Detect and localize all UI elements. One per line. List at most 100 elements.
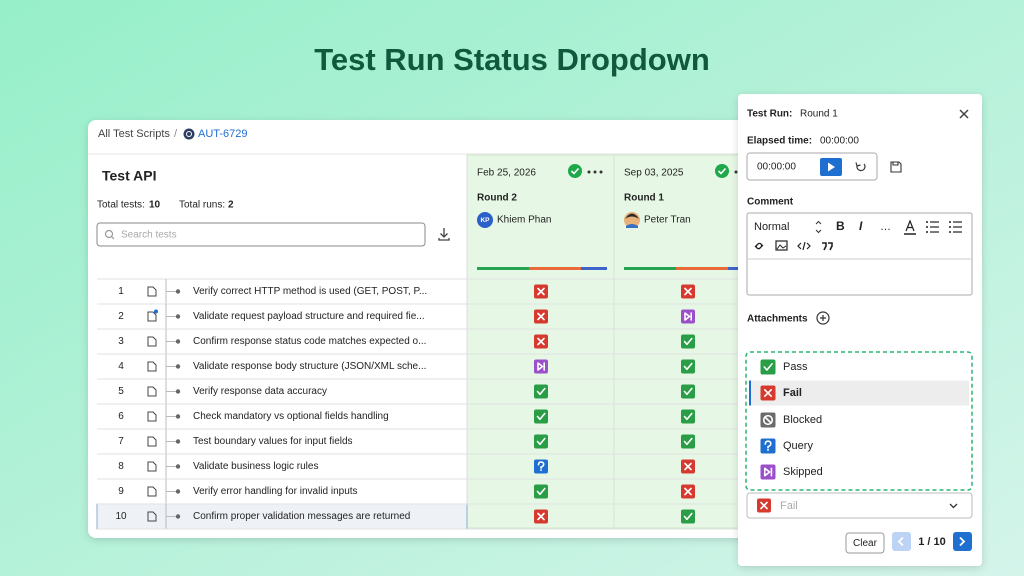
status-icon [534, 434, 548, 449]
status-glyph [536, 387, 546, 396]
color-button[interactable] [905, 219, 915, 232]
status-glyph [683, 362, 693, 371]
status-glyph [536, 437, 546, 446]
status-option[interactable]: Skipped [783, 466, 823, 478]
tree-dot [175, 439, 181, 444]
status-option[interactable]: Blocked [783, 414, 822, 426]
next-button[interactable] [953, 532, 972, 551]
test-title[interactable]: Verify response data accuracy [193, 386, 327, 397]
progress [676, 267, 728, 270]
avatar-initials: KP [480, 217, 490, 224]
test-title[interactable]: Validate request payload structure and r… [193, 311, 425, 322]
breadcrumb-link[interactable]: All Test Scripts [98, 128, 170, 140]
test-title[interactable]: Validate business logic rules [193, 461, 318, 472]
progress [477, 267, 529, 270]
test-title[interactable]: Verify correct HTTP method is used (GET,… [193, 286, 427, 297]
run-status [568, 164, 582, 178]
status-glyph [683, 337, 693, 346]
doc-icon [147, 311, 157, 322]
option-marker [749, 380, 751, 406]
doc-badge [154, 309, 158, 314]
clear-button[interactable] [845, 532, 885, 554]
status-glyph [540, 469, 542, 471]
image-button [776, 244, 787, 250]
run-status [717, 167, 727, 175]
run-date: Sep 03, 2025 [624, 168, 684, 179]
test-title[interactable]: Confirm proper validation messages are r… [193, 511, 410, 522]
test-title[interactable]: Validate response body structure (JSON/X… [193, 361, 426, 372]
stat-value: 2 [228, 200, 234, 211]
status-glyph [763, 388, 773, 398]
status-glyph [537, 461, 545, 469]
close-button[interactable] [959, 109, 969, 119]
status-glyph [537, 362, 545, 371]
add-attachment [820, 315, 826, 321]
status-glyph [763, 467, 773, 477]
image-button[interactable] [775, 240, 788, 251]
status-option[interactable]: Pass [783, 361, 808, 373]
progress [529, 267, 581, 270]
status-glyph [684, 287, 692, 296]
breadcrumb-separator: / [174, 128, 178, 140]
more-button[interactable] [587, 170, 591, 174]
tree-dot [175, 389, 181, 394]
doc-icon [147, 461, 157, 472]
download-button[interactable] [438, 228, 450, 241]
status-icon [760, 464, 776, 480]
more-button[interactable] [734, 170, 738, 174]
run-user: Peter Tran [644, 215, 691, 226]
save-button[interactable] [890, 161, 902, 173]
test-title[interactable]: Test boundary values for input fields [193, 436, 353, 447]
number-list-button[interactable] [949, 231, 951, 233]
status-glyph [684, 487, 692, 496]
tree-dot [175, 314, 181, 319]
test-title[interactable]: Verify error handling for invalid inputs [193, 486, 358, 497]
link-button[interactable] [754, 242, 764, 250]
stat-value: 10 [149, 200, 161, 211]
bold-button[interactable]: B [836, 219, 845, 233]
status-icon [534, 484, 548, 499]
avatar [625, 213, 639, 219]
status-option[interactable]: Fail [783, 387, 802, 399]
more-button[interactable]: … [880, 221, 891, 233]
bullet-list-button[interactable] [926, 221, 928, 223]
reset-button[interactable] [855, 162, 866, 172]
status-dropdown [745, 351, 973, 491]
bullet-list-button[interactable] [926, 231, 928, 233]
play-button [828, 162, 835, 172]
code-button[interactable] [797, 241, 811, 251]
status-select[interactable] [746, 492, 973, 519]
doc-icon [147, 486, 157, 497]
prev-button[interactable] [892, 532, 911, 551]
status-glyph [536, 412, 546, 421]
status-glyph [536, 487, 546, 496]
italic-button[interactable]: I [859, 219, 863, 233]
test-title[interactable]: Confirm response status code matches exp… [193, 336, 426, 347]
status-glyph [684, 462, 692, 471]
run-status [570, 167, 580, 175]
format-select[interactable]: Normal [754, 221, 789, 233]
bullet-list-button[interactable] [926, 226, 928, 228]
row-number: 8 [118, 461, 124, 472]
quote-button[interactable] [822, 242, 833, 251]
more-button[interactable] [599, 170, 603, 174]
tree-dot [175, 339, 181, 344]
doc-icon [147, 436, 157, 447]
add-attachment[interactable] [816, 311, 830, 325]
status-option[interactable]: Query [783, 440, 813, 452]
status-icon [534, 409, 548, 424]
status-glyph [683, 412, 693, 421]
number-list-button[interactable] [949, 221, 951, 223]
progress [624, 267, 676, 270]
run-round: Round 1 [624, 193, 664, 204]
breadcrumb-current[interactable]: AUT-6729 [198, 128, 248, 140]
search-box[interactable] [96, 222, 426, 247]
more-button[interactable] [593, 170, 597, 174]
script-icon [183, 128, 195, 140]
status-glyph [762, 414, 774, 426]
test-title[interactable]: Check mandatory vs optional fields handl… [193, 411, 389, 422]
status-icon [760, 359, 776, 375]
run-status [715, 164, 729, 178]
doc-icon [147, 361, 157, 372]
number-list-button[interactable] [949, 226, 951, 228]
